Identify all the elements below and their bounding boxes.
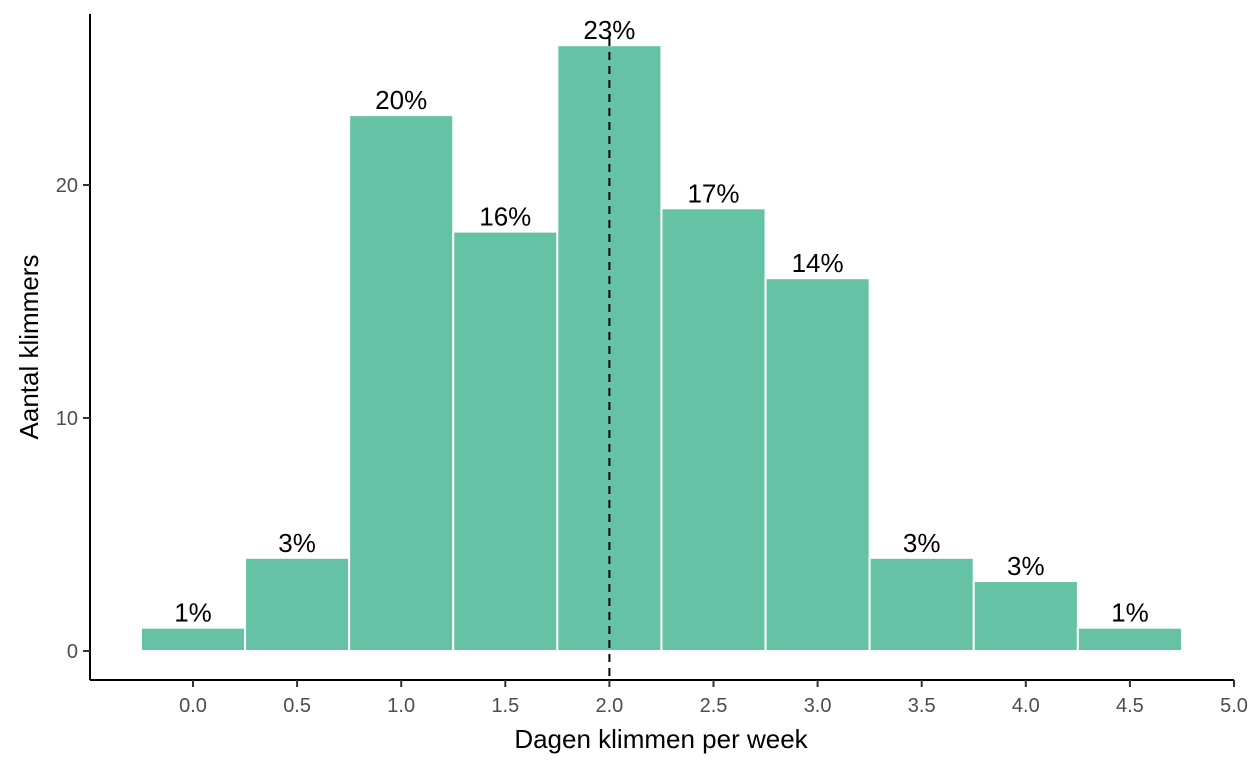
x-tick-label: 0.5	[283, 695, 311, 717]
x-axis-title: Dagen klimmen per week	[514, 724, 808, 754]
bar	[1076, 626, 1183, 653]
y-axis: 0 10 20	[56, 14, 91, 680]
x-tick-label: 3.5	[908, 695, 936, 717]
x-tick-label: 3.0	[804, 695, 832, 717]
bar-percentage-label: 17%	[687, 178, 739, 208]
x-tick-label: 1.0	[387, 695, 415, 717]
bar	[244, 556, 351, 652]
x-tick-label: 4.5	[1116, 695, 1144, 717]
bar	[868, 556, 975, 652]
bar	[972, 580, 1079, 652]
x-tick-label: 2.0	[595, 695, 623, 717]
y-axis-title: Aantal klimmers	[14, 255, 44, 440]
bar	[348, 114, 455, 653]
y-tick-label: 20	[56, 175, 78, 197]
x-tick-label: 2.5	[700, 695, 728, 717]
x-tick-label: 0.0	[179, 695, 207, 717]
x-tick-label: 4.0	[1012, 695, 1040, 717]
bar-percentage-label: 1%	[174, 598, 212, 628]
y-tick-label: 10	[56, 408, 78, 430]
bar-percentage-label: 3%	[903, 528, 941, 558]
bar-labels-group: 1%3%20%16%23%17%14%3%3%1%	[174, 15, 1148, 628]
bar	[660, 207, 767, 653]
bar-percentage-label: 1%	[1111, 598, 1149, 628]
x-tick-label: 5.0	[1220, 695, 1248, 717]
x-tick-label: 1.5	[491, 695, 519, 717]
bar	[764, 277, 871, 652]
y-tick-label: 0	[67, 641, 78, 663]
bar-percentage-label: 3%	[278, 528, 316, 558]
bar-percentage-label: 14%	[792, 248, 844, 278]
x-axis: 0.0 0.5 1.0 1.5 2.0 2.5 3.0 3.5 4.0 4.5 5.0	[90, 679, 1248, 717]
bar-percentage-label: 3%	[1007, 551, 1045, 581]
bar-percentage-label: 20%	[375, 85, 427, 115]
bar	[452, 230, 559, 652]
bar-percentage-label: 16%	[479, 202, 531, 232]
bar	[139, 626, 247, 653]
